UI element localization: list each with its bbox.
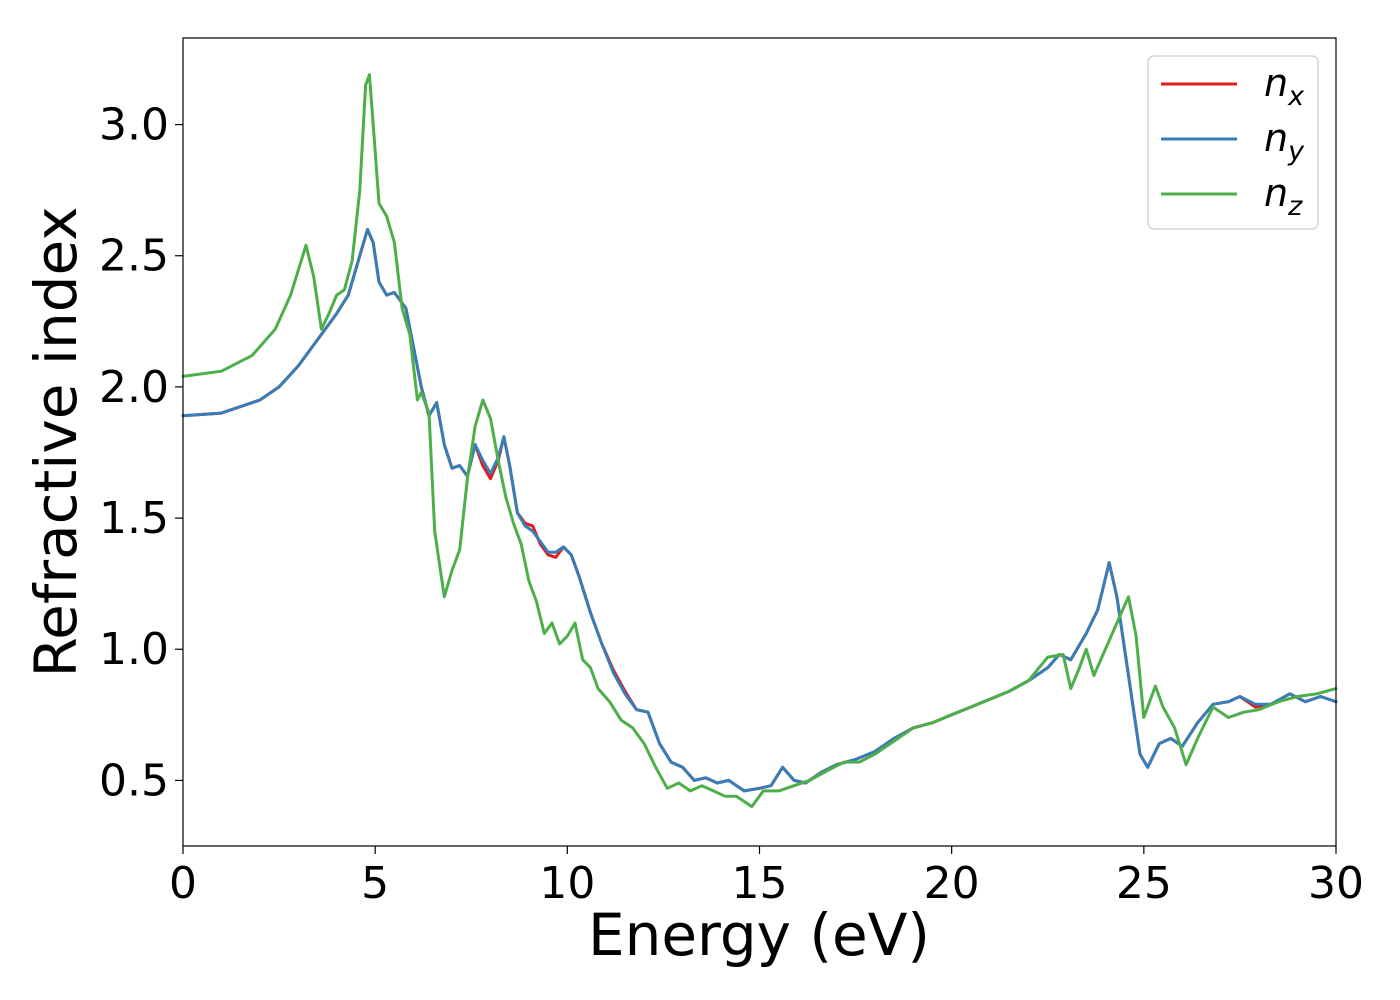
x-tick-label: 10 bbox=[539, 858, 595, 909]
legend-box bbox=[1147, 55, 1319, 230]
y-axis-title: Refractive index bbox=[22, 206, 90, 677]
series-layer bbox=[181, 73, 1338, 809]
legend-label-z: nz bbox=[1264, 171, 1303, 222]
x-tick-label: 0 bbox=[169, 858, 197, 909]
x-tick-label: 20 bbox=[924, 858, 980, 909]
y-tick-label: 1.0 bbox=[99, 624, 169, 675]
y-tick-label: 0.5 bbox=[99, 755, 169, 806]
legend-label-y: ny bbox=[1264, 116, 1305, 167]
series-line-y bbox=[181, 228, 1338, 793]
y-tick-label: 3.0 bbox=[99, 100, 169, 151]
series-line-z bbox=[181, 73, 1338, 809]
legend-label-x: nx bbox=[1264, 61, 1305, 112]
y-axis: 0.5 1.0 1.5 2.0 2.5 3.0 bbox=[99, 100, 183, 806]
x-axis: 0 5 10 15 20 25 30 bbox=[169, 846, 1364, 909]
y-tick-label: 2.5 bbox=[99, 231, 169, 282]
x-tick-label: 15 bbox=[732, 858, 788, 909]
x-tick-label: 25 bbox=[1116, 858, 1172, 909]
y-tick-label: 1.5 bbox=[99, 493, 169, 544]
y-tick-label: 2.0 bbox=[99, 362, 169, 413]
x-axis-title: Energy (eV) bbox=[588, 901, 930, 969]
x-tick-label: 5 bbox=[361, 858, 389, 909]
x-tick-label: 30 bbox=[1308, 858, 1364, 909]
